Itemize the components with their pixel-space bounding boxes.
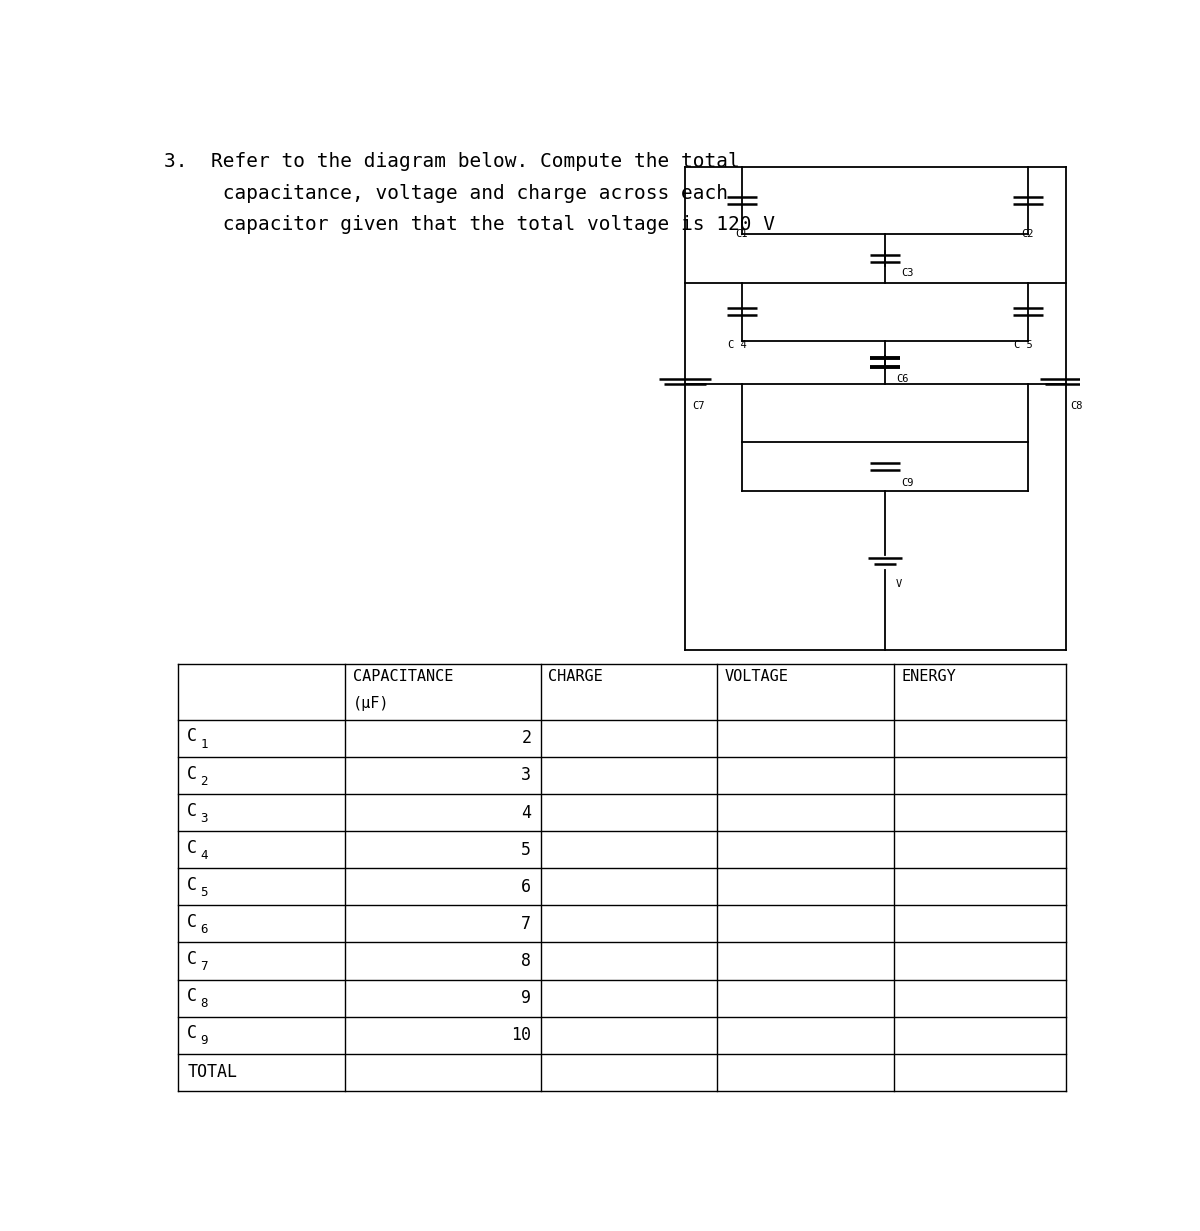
Text: 10: 10 (511, 1027, 532, 1044)
Text: 2: 2 (200, 774, 208, 788)
Text: 5: 5 (521, 841, 532, 859)
Text: 2: 2 (521, 729, 532, 747)
Text: C: C (187, 987, 197, 1006)
Text: capacitor given that the total voltage is 120 V: capacitor given that the total voltage i… (164, 215, 775, 234)
Text: (μF): (μF) (353, 696, 389, 710)
Text: 8: 8 (521, 952, 532, 970)
Text: C: C (187, 764, 197, 783)
Text: C 4: C 4 (728, 340, 746, 350)
Text: 3.  Refer to the diagram below. Compute the total: 3. Refer to the diagram below. Compute t… (164, 153, 739, 171)
Text: C: C (187, 950, 197, 968)
Text: C6: C6 (896, 374, 908, 384)
Text: 7: 7 (200, 960, 208, 974)
Text: V: V (896, 580, 902, 590)
Text: C: C (187, 1024, 197, 1043)
Text: C9: C9 (901, 478, 914, 487)
Text: 9: 9 (200, 1034, 208, 1048)
Text: C8: C8 (1070, 401, 1084, 411)
Text: 1: 1 (200, 737, 208, 751)
Text: C7: C7 (692, 401, 704, 411)
Text: C: C (187, 801, 197, 820)
Text: C: C (187, 875, 197, 894)
Text: 3: 3 (521, 767, 532, 784)
Text: capacitance, voltage and charge across each: capacitance, voltage and charge across e… (164, 183, 728, 203)
Text: 4: 4 (521, 804, 532, 821)
Text: C3: C3 (901, 268, 914, 278)
Text: C 5: C 5 (1014, 340, 1033, 350)
Text: VOLTAGE: VOLTAGE (725, 670, 788, 684)
Text: 9: 9 (521, 988, 532, 1007)
Text: 5: 5 (200, 886, 208, 899)
Text: CHARGE: CHARGE (548, 670, 602, 684)
Text: CAPACITANCE: CAPACITANCE (353, 670, 454, 684)
Text: 6: 6 (521, 878, 532, 896)
Text: C: C (187, 913, 197, 931)
Text: 4: 4 (200, 849, 208, 862)
Text: C: C (187, 838, 197, 857)
Text: C: C (187, 728, 197, 746)
Text: 6: 6 (200, 923, 208, 936)
Text: 8: 8 (200, 997, 208, 1011)
Text: ENERGY: ENERGY (901, 670, 956, 684)
Text: C1: C1 (736, 229, 748, 239)
Text: C2: C2 (1021, 229, 1034, 239)
Text: 3: 3 (200, 811, 208, 825)
Text: TOTAL: TOTAL (187, 1064, 238, 1081)
Text: 7: 7 (521, 915, 532, 933)
